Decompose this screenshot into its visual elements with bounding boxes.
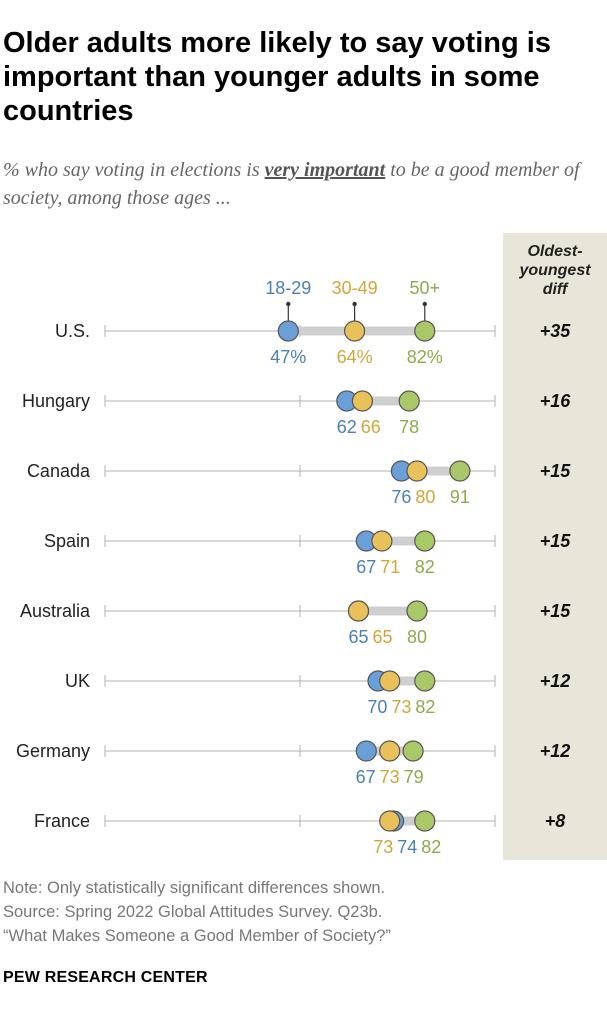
diff-value: +12 [540, 671, 571, 691]
legend-label-18-29: 18-29 [265, 278, 311, 298]
value-label-30-49: 64% [337, 347, 373, 367]
note-line-1: Note: Only statistically significant dif… [3, 879, 386, 897]
dot-30-49 [379, 670, 401, 692]
diff-value: +15 [540, 531, 572, 551]
category-label: Canada [27, 461, 91, 481]
category-label: Hungary [22, 391, 90, 411]
diff-column-header: Oldest-youngest diff [518, 243, 591, 298]
value-label-30-49: 71 [380, 557, 400, 577]
diff-header-line: youngest [518, 262, 591, 279]
category-label: France [34, 811, 90, 831]
value-label-50+: 80 [407, 627, 427, 647]
dot-50+ [414, 320, 436, 342]
dot-50+ [398, 390, 420, 412]
value-label-18-29: 62 [337, 417, 357, 437]
diff-value: +12 [540, 741, 571, 761]
dot-30-49 [379, 740, 401, 762]
value-label-30-49: 66 [361, 417, 381, 437]
value-label-50+: 91 [450, 487, 470, 507]
dot-50+ [414, 530, 436, 552]
chart-row: France 73 74 82 +8 [34, 810, 566, 857]
chart-row: UK 70 73 82 +12 [65, 670, 571, 717]
dot-50+ [402, 740, 424, 762]
chart-subtitle: % who say voting in elections is very im… [3, 156, 607, 212]
chart-row: Canada 76 80 91 +15 [27, 460, 572, 507]
subtitle-emphasis: very important [264, 159, 386, 181]
diff-header-line: Oldest- [527, 243, 582, 260]
chart-row: Spain 67 71 82 +15 [44, 530, 572, 577]
value-label-30-49: 73 [391, 697, 411, 717]
category-label: Germany [16, 741, 90, 761]
dot-50+ [414, 810, 436, 832]
legend-leader-dot [422, 301, 427, 307]
chart-row: Australia 65 65 80 +15 [20, 600, 572, 647]
chart-row: Hungary 62 66 78 +16 [22, 390, 572, 437]
value-label-30-49: 65 [372, 627, 392, 647]
value-label-50+: 79 [404, 767, 424, 787]
diff-value: +16 [540, 391, 572, 411]
dot-18-29 [277, 320, 299, 342]
value-label-18-29: 76 [391, 487, 411, 507]
diff-header-line: diff [543, 281, 569, 298]
note-line-3: “What Makes Someone a Good Member of Soc… [3, 927, 391, 945]
dot-18-29 [355, 740, 377, 762]
legend-label-50+: 50+ [410, 278, 441, 298]
value-label-50+: 82% [407, 347, 443, 367]
diff-value: +15 [540, 601, 572, 621]
legend: 18-29 30-49 50+ [265, 278, 440, 321]
dot-30-49 [371, 530, 393, 552]
note-block: Note: Only statistically significant dif… [3, 876, 607, 948]
dot-50+ [414, 670, 436, 692]
value-label-18-29: 65 [348, 627, 368, 647]
subtitle-tail: to be a good member of society, among th… [3, 159, 580, 209]
value-label-30-49: 80 [415, 487, 435, 507]
note-line-2: Source: Spring 2022 Global Attitudes Sur… [3, 903, 383, 921]
diff-value: +15 [540, 461, 572, 481]
chart-row: U.S. 47% 64% 82% +35 [55, 320, 572, 367]
chart-title: Older adults more likely to say voting i… [3, 27, 551, 127]
value-label-50+: 78 [399, 417, 419, 437]
category-label: Australia [20, 601, 91, 621]
value-label-18-29: 67 [356, 557, 376, 577]
diff-value: +8 [545, 811, 566, 831]
dot-30-49 [379, 810, 401, 832]
value-label-50+: 82 [415, 697, 435, 717]
value-label-30-49: 73 [373, 837, 393, 857]
value-label-30-49: 73 [380, 767, 400, 787]
value-label-18-29: 70 [367, 697, 387, 717]
category-label: UK [65, 671, 90, 691]
legend-label-30-49: 30-49 [332, 278, 378, 298]
dot-30-49 [344, 320, 366, 342]
legend-leader-dot [286, 301, 291, 307]
category-label: Spain [44, 531, 90, 551]
dot-30-49 [406, 460, 428, 482]
legend-leader-dot [352, 301, 357, 307]
dot-plot-chart: Oldest-youngest diff 18-29 30-49 50+ U.S. 47… [16, 233, 607, 860]
chart-rows: U.S. 47% 64% 82% +35 Hungary 62 66 78 +16 Canada 76… [16, 320, 572, 857]
dot-50+ [406, 600, 428, 622]
source-brand: PEW RESEARCH CENTER [3, 969, 208, 986]
value-label-18-29: 74 [397, 837, 417, 857]
diff-value: +35 [540, 321, 572, 341]
category-label: U.S. [55, 321, 90, 341]
dot-30-49 [351, 390, 373, 412]
value-label-50+: 82 [415, 557, 435, 577]
value-label-18-29: 47% [270, 347, 306, 367]
dot-30-49 [347, 600, 370, 622]
diff-column-panel [503, 233, 607, 860]
chart-row: Germany 67 73 79 +12 [16, 740, 571, 787]
dot-50+ [449, 460, 471, 482]
value-label-18-29: 67 [356, 767, 376, 787]
subtitle-lead: % who say voting in elections is [3, 159, 265, 181]
value-label-50+: 82 [421, 837, 441, 857]
